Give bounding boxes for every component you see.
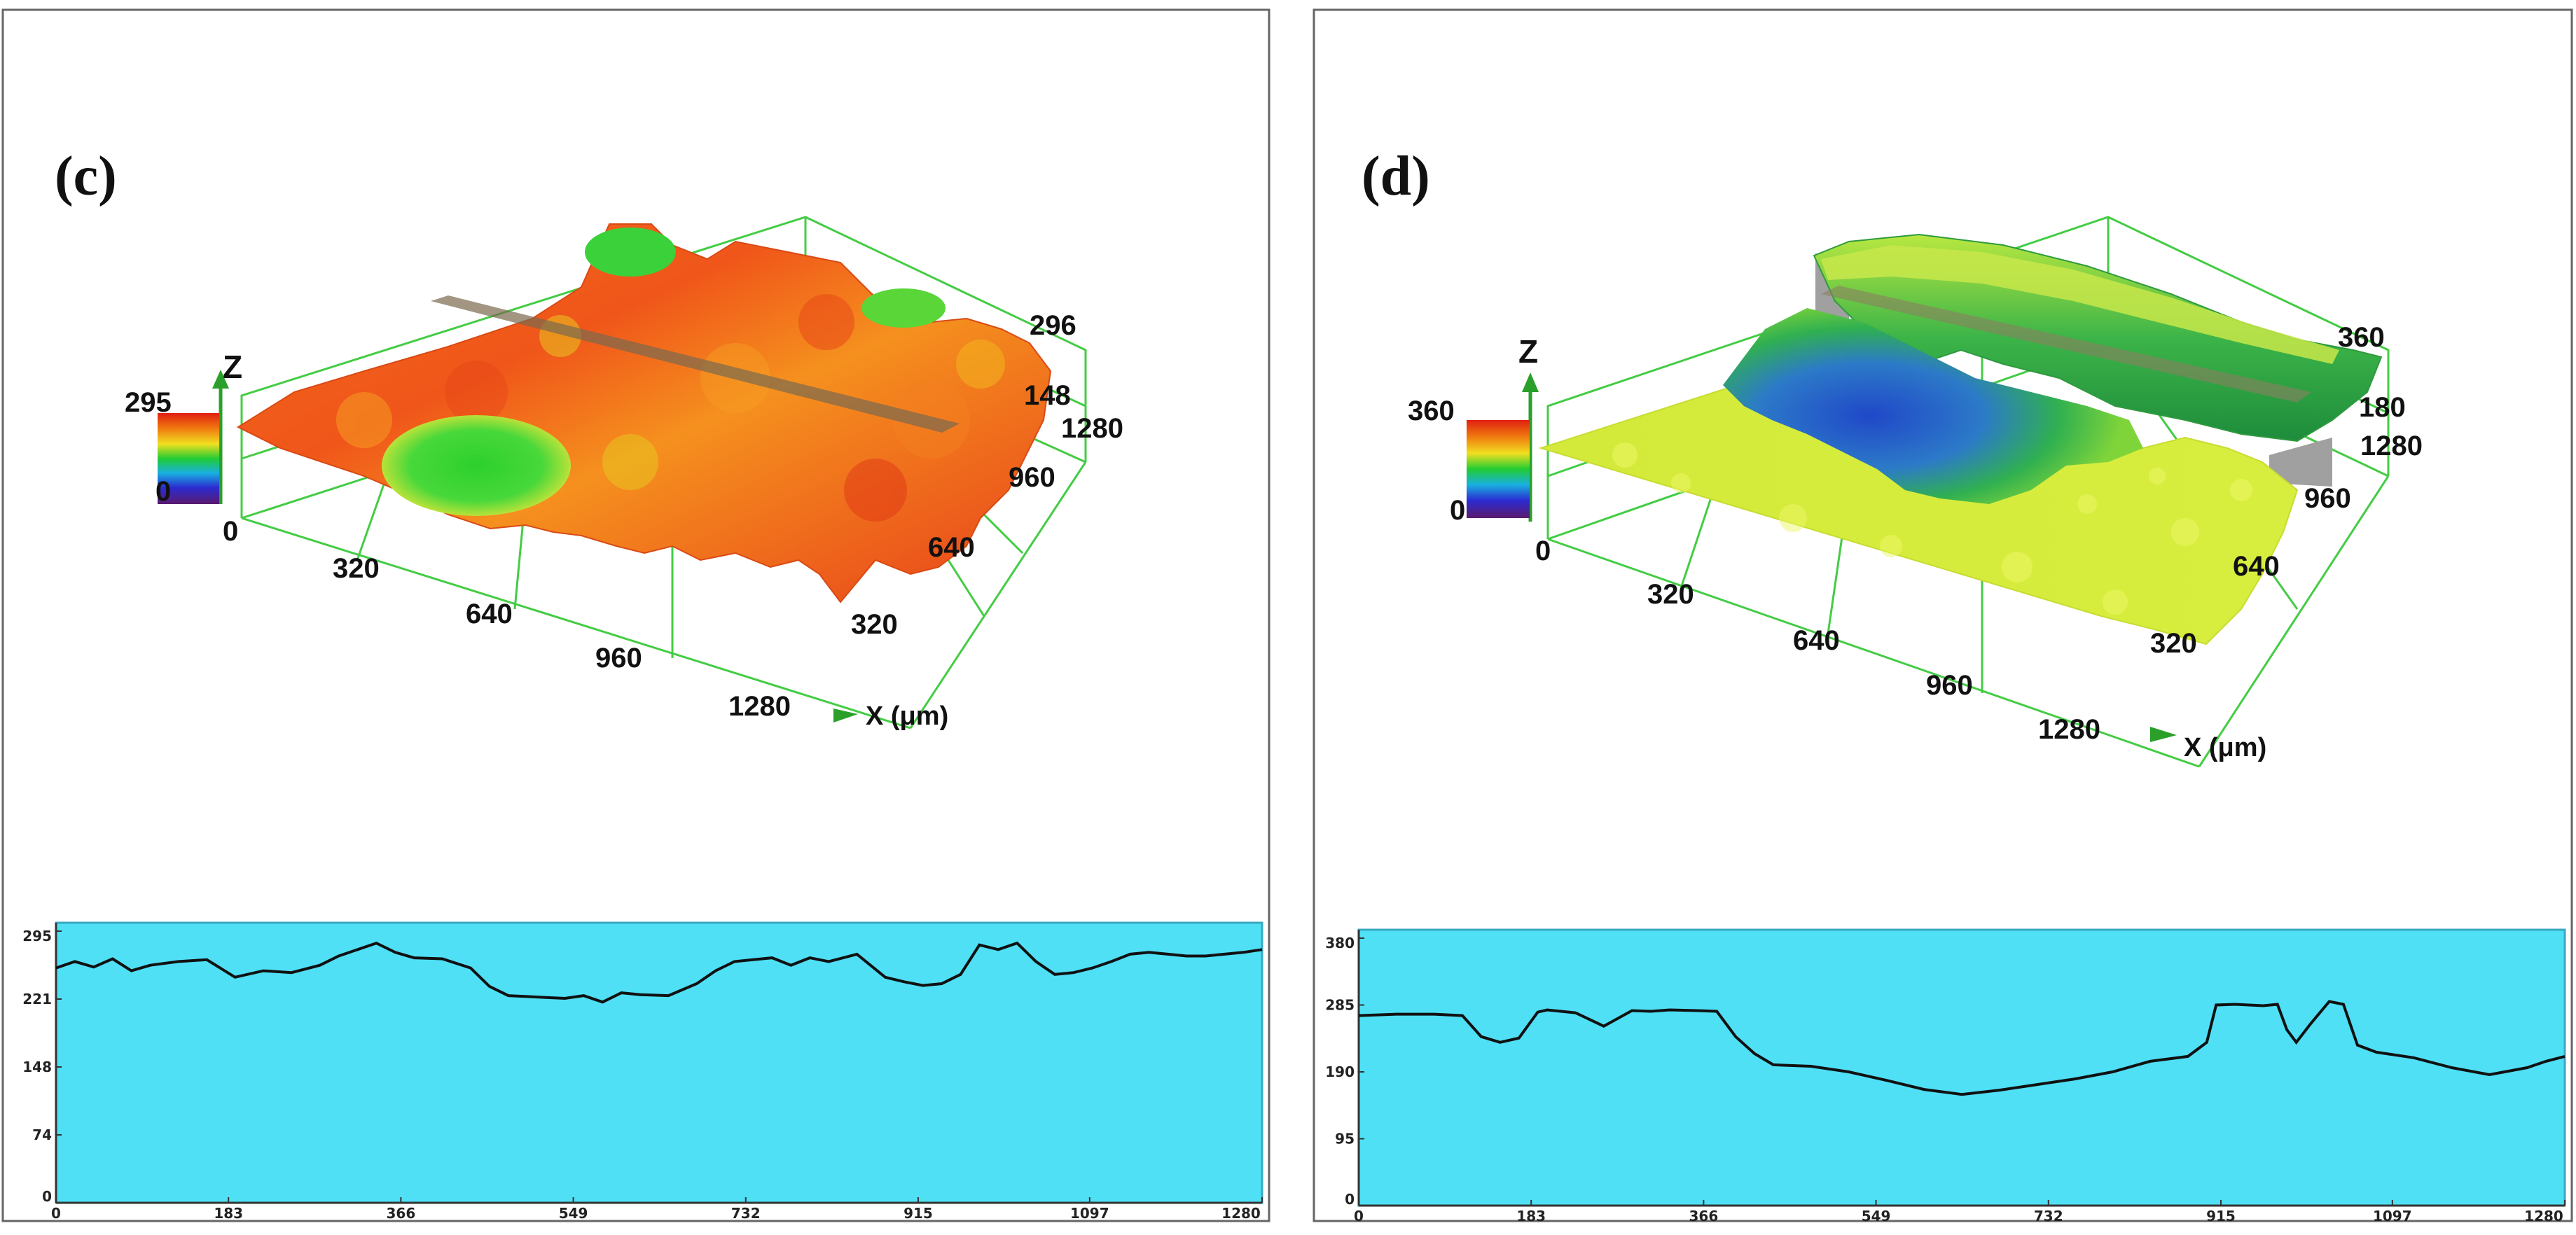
panel-d-profile-x-tick: 732	[2034, 1208, 2063, 1224]
panel-c-y-tick: 960	[1009, 462, 1055, 493]
panel-d-x-tick: 640	[1793, 625, 1840, 656]
panel-c-colorbar-max: 295	[125, 387, 172, 418]
panel-c-z-tick: 148	[1024, 380, 1071, 411]
panel-c-profile-x-tick: 915	[903, 1205, 933, 1222]
panel-c-profile-x-tick: 549	[559, 1205, 588, 1222]
panel-d-wall-right	[2269, 438, 2332, 487]
panel-d-x-tick: 960	[1926, 670, 1973, 701]
panel-c-z-label: Z	[223, 349, 242, 385]
panel-c-x-tick: 640	[466, 599, 513, 629]
panel-d-profile-y-tick: 285	[1325, 997, 1355, 1014]
panel-c-profile-line	[55, 941, 1263, 1004]
panel-d-y-tick: 320	[2150, 628, 2197, 659]
panel-c-profile-x-tick: 1280	[1221, 1205, 1261, 1222]
panel-c-profile-y-tick: 0	[42, 1188, 52, 1205]
panel-d-pit	[1723, 308, 2143, 504]
panel-c-surface-plot: Z 295 0 0 320 640 960 1280 X (μm) 320 64…	[125, 216, 1123, 731]
panel-c-x-tick: 960	[595, 643, 642, 674]
panel-c-z-tick: 296	[1030, 310, 1076, 341]
panel-c-green-top	[585, 228, 676, 277]
panel-d-x-tick: 1280	[2038, 714, 2100, 745]
panel-d-profile-y-tick: 95	[1335, 1131, 1355, 1147]
panel-d-origin-tick: 0	[1535, 536, 1551, 566]
panel-d-x-unit: X (μm)	[2184, 733, 2266, 762]
panel-d-texture	[1612, 442, 2252, 615]
panel-c-x-unit: X (μm)	[866, 702, 948, 731]
panel-d-y-tick: 1280	[2360, 431, 2423, 461]
panel-c-profile-x-tick: 1097	[1070, 1205, 1109, 1222]
panel-d-profile-band	[1821, 286, 2311, 403]
panel-c-y-tick: 320	[851, 609, 898, 640]
panel-d-colorbar	[1467, 420, 1530, 518]
panel-d-letter: (d)	[1362, 146, 1430, 207]
panel-c-colorbar	[158, 413, 219, 504]
panel-c-colorbar-min: 0	[155, 476, 171, 507]
panel-d-profile-y-tick: 380	[1325, 935, 1355, 951]
panel-c-profile-y-tick: 74	[32, 1126, 52, 1143]
panel-d-profile-y-tick: 190	[1325, 1063, 1355, 1080]
panel-d-z-arrow-icon	[1522, 372, 1539, 392]
panel-d-x-arrow-icon	[2150, 727, 2177, 742]
panel-d-profile-x-tick: 0	[1354, 1208, 1364, 1224]
panel-d-profile-bg	[1357, 928, 2566, 1207]
panel-d-profile-x-tick: 1097	[2373, 1208, 2412, 1224]
panel-c-profile-x-tick: 366	[387, 1205, 416, 1222]
panel-c-profile-y-tick: 221	[22, 991, 52, 1007]
panel-c-z-arrow-icon	[212, 370, 229, 389]
panel-d-profile-x-tick: 183	[1516, 1208, 1546, 1224]
panel-d-z-tick: 360	[2338, 322, 2385, 353]
panel-d-ridge-top	[1821, 245, 2339, 364]
panel-c-x-arrow-icon	[833, 709, 858, 723]
panel-c-profile-x-tick: 183	[214, 1205, 243, 1222]
panel-c-profile-band	[431, 295, 960, 433]
panel-d-colorbar-max: 360	[1408, 396, 1455, 426]
panel-c-letter: (c)	[55, 146, 117, 207]
panel-d-profile-x-tick: 915	[2206, 1208, 2236, 1224]
panel-c-profile-y-tick: 295	[22, 928, 52, 944]
panel-d-x-tick: 320	[1647, 579, 1694, 610]
panel-c-green-right	[861, 288, 946, 328]
panel-d-colorbar-min: 0	[1450, 495, 1465, 526]
panel-d-profile-x-tick: 1280	[2524, 1208, 2563, 1224]
panel-c-profile-y-tick: 148	[22, 1059, 52, 1075]
panel-d: (d)	[1313, 8, 2573, 1224]
panel-d-y-tick: 960	[2304, 483, 2351, 514]
panel-c-y-tick: 1280	[1061, 413, 1123, 444]
panel-c: (c)	[1, 8, 1270, 1222]
panel-d-surface-plot: Z 360 0 0 320 640 960 1280 X (μm) 320 64…	[1408, 216, 2423, 768]
panel-d-profile-plot: 380 285 190 95 0 0 183 366 549 732 915 1097 1280	[1325, 928, 2566, 1224]
panel-c-x-tick: 1280	[728, 691, 791, 722]
panel-d-profile-y-tick: 0	[1345, 1191, 1355, 1208]
panel-d-z-label: Z	[1518, 333, 1538, 370]
panel-c-x-tick: 320	[333, 553, 380, 584]
panel-d-y-tick: 640	[2233, 551, 2280, 582]
panel-d-profile-line	[1358, 1000, 2565, 1096]
panel-c-profile-plot: 295 221 148 74 0 0 183 366 549 732 915 1097 1280	[22, 921, 1263, 1222]
panel-c-y-tick: 640	[928, 532, 975, 563]
panel-d-profile-x-tick: 366	[1689, 1208, 1719, 1224]
panel-d-z-tick: 180	[2359, 392, 2406, 423]
panel-c-origin-tick: 0	[223, 516, 238, 547]
panel-c-green-spot	[382, 415, 571, 516]
panel-c-profile-x-tick: 0	[51, 1205, 61, 1222]
panel-d-profile-x-tick: 549	[1862, 1208, 1891, 1224]
panel-c-profile-bg	[55, 921, 1263, 1204]
panel-c-profile-x-tick: 732	[731, 1205, 761, 1222]
